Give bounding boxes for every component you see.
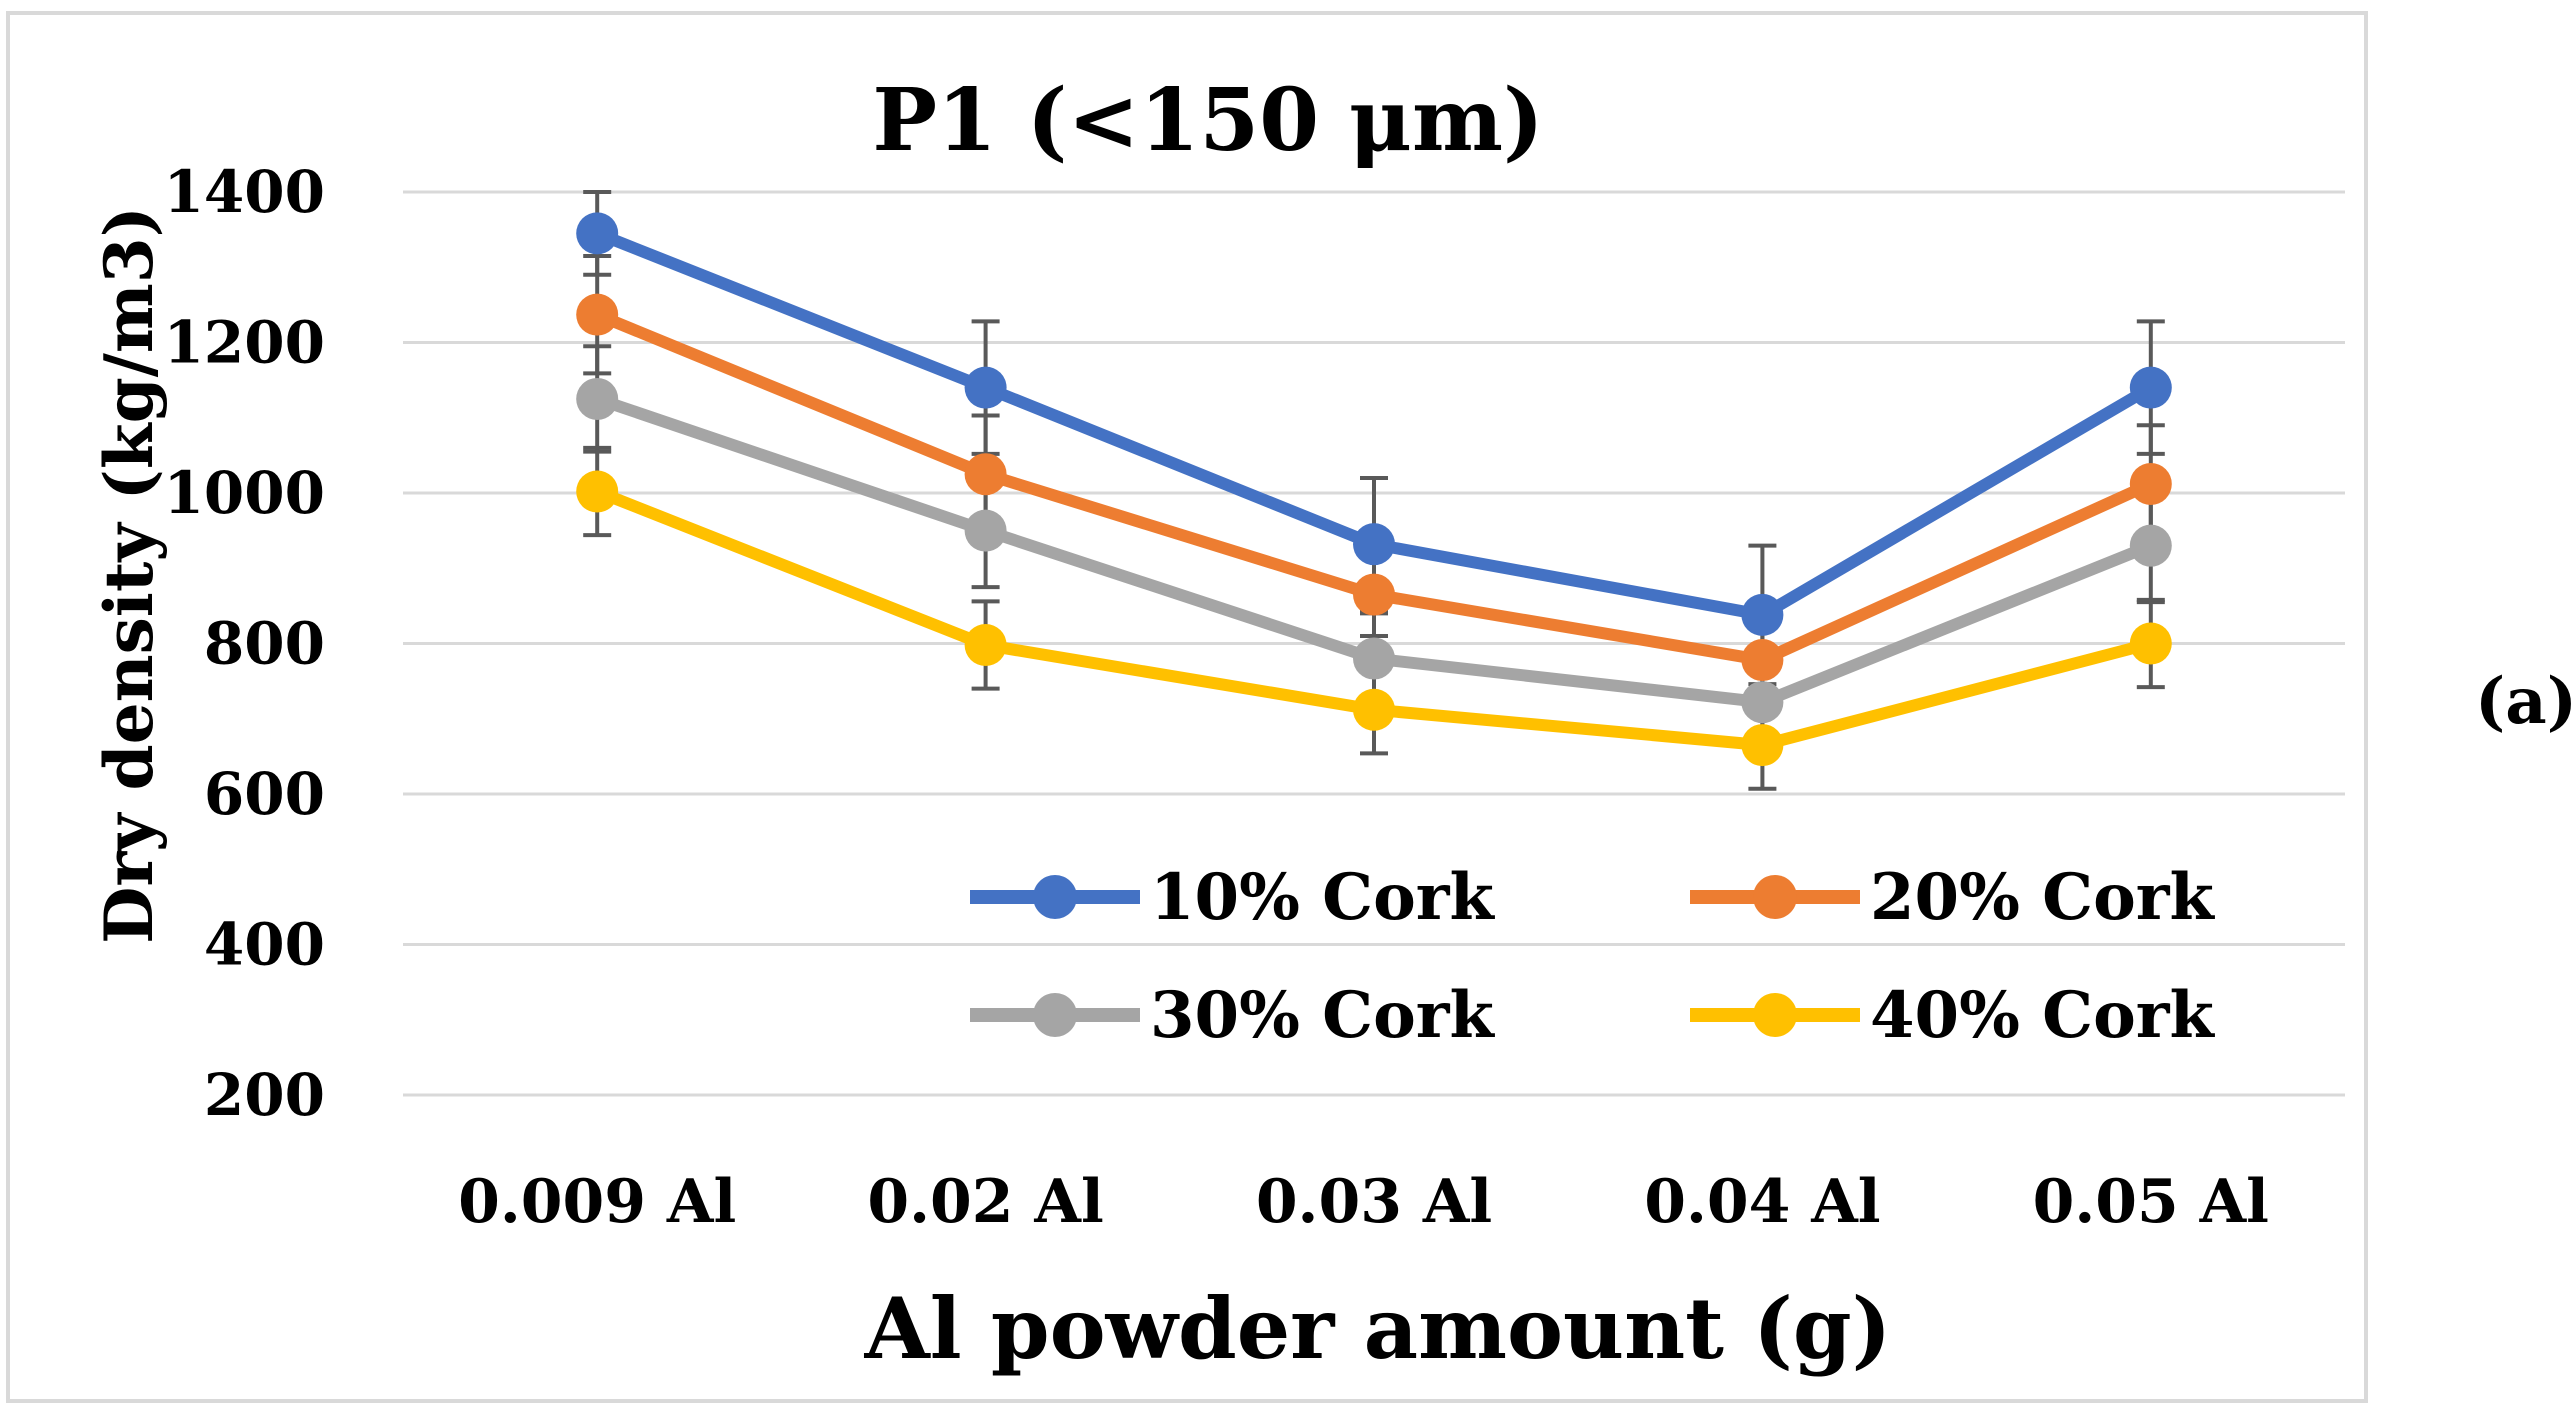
- x-tick-label: 0.05 Al: [2033, 1167, 2269, 1237]
- y-tick-label: 1400: [164, 158, 325, 226]
- legend-label: 10% Cork: [1150, 860, 1496, 935]
- chart-title: P1 (<150 μm): [872, 70, 1543, 171]
- series-markers: [576, 212, 2172, 767]
- data-point: [1353, 637, 1395, 680]
- data-point: [1741, 681, 1784, 724]
- legend-swatch-marker: [1033, 993, 1077, 1037]
- y-tick-label: 600: [204, 760, 325, 828]
- y-tick-labels: 200 400 600 800 1000 1200 1400: [164, 158, 325, 1129]
- legend: 10% Cork 20% Cork 30% Cork 40% Cork: [970, 860, 2216, 1053]
- y-tick-label: 1200: [164, 309, 325, 377]
- data-point: [576, 212, 619, 255]
- legend-label: 40% Cork: [1870, 978, 2216, 1053]
- y-tick-label: 400: [204, 911, 325, 979]
- data-point: [1741, 724, 1784, 767]
- x-tick-label: 0.02 Al: [867, 1167, 1103, 1237]
- data-point: [964, 624, 1007, 667]
- data-point: [964, 509, 1007, 552]
- data-point: [1741, 639, 1784, 682]
- data-point: [1353, 688, 1395, 731]
- data-point: [576, 377, 619, 420]
- x-tick-label: 0.03 Al: [1256, 1167, 1492, 1237]
- y-tick-label: 200: [204, 1061, 325, 1129]
- legend-label: 30% Cork: [1150, 978, 1496, 1053]
- x-tick-label: 0.04 Al: [1644, 1167, 1880, 1237]
- data-point: [2129, 622, 2172, 665]
- y-tick-label: 1000: [164, 459, 325, 527]
- data-point: [2129, 524, 2172, 567]
- y-tick-label: 800: [204, 610, 325, 678]
- data-point: [964, 453, 1007, 496]
- data-point: [2129, 366, 2172, 409]
- data-point: [964, 366, 1007, 409]
- x-tick-label: 0.009 Al: [458, 1167, 736, 1237]
- x-axis-label: Al powder amount (g): [864, 1279, 1892, 1378]
- data-point: [576, 293, 619, 336]
- data-point: [1741, 593, 1784, 636]
- data-point: [1353, 573, 1395, 616]
- panel-label: (a): [2475, 664, 2572, 739]
- x-tick-labels: 0.009 Al 0.02 Al 0.03 Al 0.04 Al 0.05 Al: [458, 1167, 2269, 1237]
- data-point: [1353, 523, 1395, 566]
- figure-border: [6, 11, 2368, 1403]
- y-axis-label: Dry density (kg/m3): [90, 206, 168, 944]
- legend-swatch-marker: [1753, 993, 1797, 1037]
- legend-label: 20% Cork: [1870, 860, 2216, 935]
- legend-swatch-marker: [1753, 875, 1797, 919]
- legend-swatch-marker: [1033, 875, 1077, 919]
- data-point: [576, 470, 619, 513]
- data-point: [2129, 462, 2172, 505]
